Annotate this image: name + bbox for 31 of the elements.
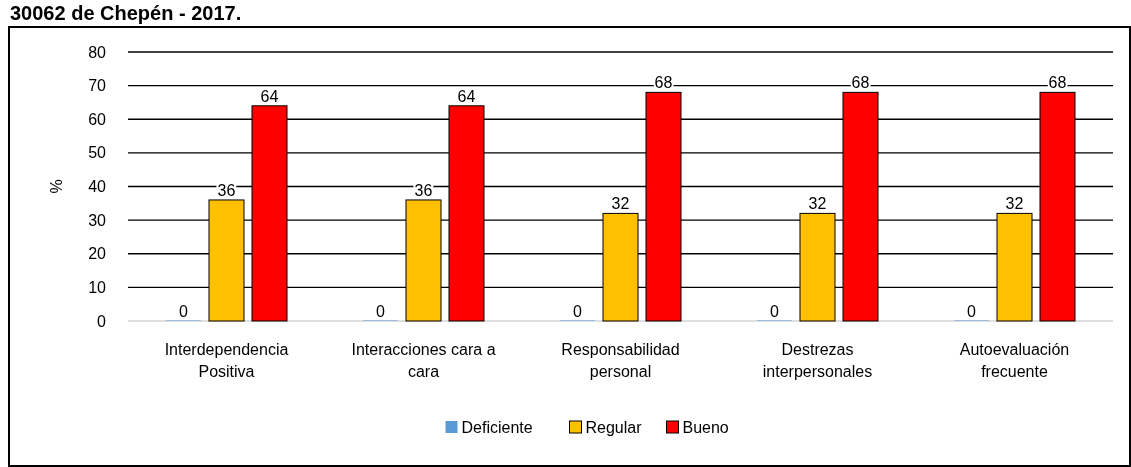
- y-axis-title: %: [48, 179, 65, 194]
- data-label: 0: [770, 303, 780, 320]
- x-tick-label: Autoevaluación frecuente: [959, 341, 1070, 380]
- data-label: 32: [808, 195, 827, 213]
- y-tick-label: 20: [88, 245, 107, 263]
- x-tick-label: Interdependencia Positiva: [164, 341, 289, 380]
- y-tick-label: 80: [88, 43, 107, 61]
- y-tick-label: 50: [88, 144, 107, 162]
- data-label: 0: [967, 303, 977, 320]
- chart-title: 30062 de Chepén - 2017.: [10, 2, 242, 24]
- legend-label: Regular: [585, 418, 643, 436]
- data-label: 0: [179, 303, 189, 320]
- y-tick-label: 40: [88, 178, 107, 196]
- data-label: 32: [611, 195, 630, 213]
- x-tick-label: Destrezas interpersonales: [762, 341, 873, 380]
- y-tick-label: 30: [88, 211, 107, 229]
- data-label: 0: [573, 303, 583, 320]
- y-tick-label: 70: [88, 77, 107, 95]
- y-tick-label: 60: [88, 110, 107, 128]
- x-tick-label: Responsabilidad personal: [561, 341, 680, 380]
- y-tick-label: 10: [88, 278, 107, 296]
- legend-label: Deficiente: [461, 418, 533, 436]
- data-label: 32: [1005, 195, 1024, 213]
- data-label: 64: [260, 87, 279, 105]
- data-label: 0: [376, 303, 386, 320]
- data-label: 36: [414, 181, 433, 199]
- x-tick-label: Interacciones cara a cara: [351, 341, 496, 380]
- legend-label: Bueno: [682, 418, 729, 436]
- data-label: 36: [217, 181, 236, 199]
- y-tick-label: 0: [97, 312, 107, 330]
- data-label: 64: [457, 87, 476, 105]
